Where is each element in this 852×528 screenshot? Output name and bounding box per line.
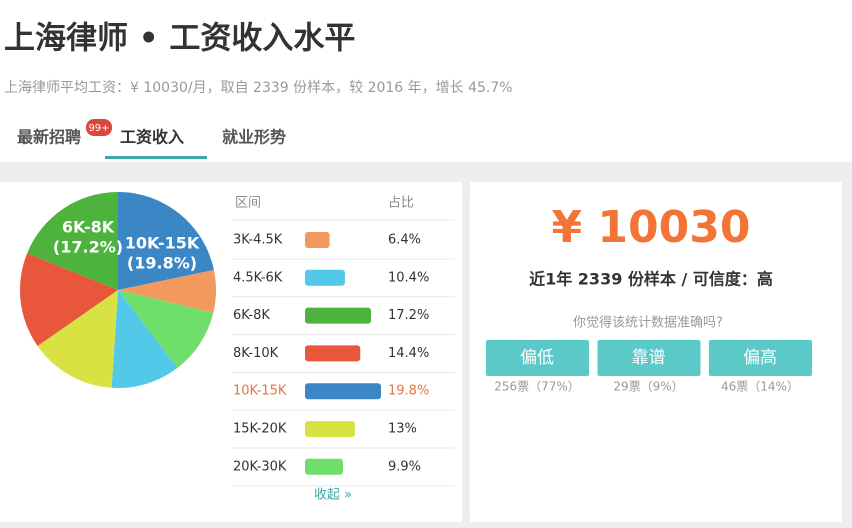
bar xyxy=(305,383,381,400)
bar xyxy=(305,345,361,362)
vote-button-label[interactable]: 偏低 xyxy=(520,348,554,368)
slice-label: (19.8%) xyxy=(127,254,197,273)
bar xyxy=(305,307,372,324)
percent-label: 17.2% xyxy=(388,308,429,323)
pie-slice xyxy=(27,192,119,290)
pie-slice xyxy=(118,290,214,368)
tab[interactable]: 就业形势 xyxy=(222,128,286,147)
range-label: 6K-8K xyxy=(233,308,270,323)
range-label: 3K-4.5K xyxy=(233,233,283,248)
subtitle: 上海律师平均工资：¥ 10030/月，取自 2339 份样本，较 2016 年，… xyxy=(4,80,513,96)
pie-slice xyxy=(37,290,118,388)
vote-count: 256票（77%） xyxy=(494,380,580,394)
percent-label: 10.4% xyxy=(388,270,429,285)
vote-button[interactable] xyxy=(709,340,812,376)
vote-button[interactable] xyxy=(486,340,589,376)
bar xyxy=(305,421,355,437)
pie-slice xyxy=(19,253,119,347)
badge: 99+ xyxy=(88,123,109,134)
percent-label: 13% xyxy=(388,422,417,437)
percent-label: 6.4% xyxy=(388,233,421,248)
percent-label: 19.8% xyxy=(388,384,429,399)
tab[interactable]: 工资收入 xyxy=(120,128,184,147)
slice-label: 6K-8K xyxy=(62,218,115,237)
collapse-link[interactable]: 收起 » xyxy=(314,488,352,503)
tab[interactable]: 最新招聘 xyxy=(17,128,81,147)
column-header: 占比 xyxy=(388,196,414,211)
range-label: 4.5K-6K xyxy=(233,270,283,285)
tab-underline xyxy=(105,156,207,159)
bar xyxy=(305,458,343,475)
bar xyxy=(305,269,345,286)
salary: ¥ 10030 xyxy=(551,202,750,253)
summary: 近1年 2339 份样本 / 可信度：高 xyxy=(529,270,773,289)
pie-slice xyxy=(111,290,178,388)
range-label: 8K-10K xyxy=(233,346,279,361)
bar xyxy=(305,232,330,248)
vote-count: 46票（14%） xyxy=(721,380,799,394)
vote-button-label[interactable]: 靠谱 xyxy=(632,348,666,368)
question: 你觉得该统计数据准确吗? xyxy=(573,315,723,331)
pie-slice xyxy=(118,192,214,290)
range-label: 15K-20K xyxy=(233,422,287,437)
vote-button[interactable] xyxy=(597,340,701,376)
badge-bg xyxy=(86,119,112,136)
pie-slice xyxy=(118,270,216,313)
percent-label: 9.9% xyxy=(388,459,421,474)
vote-button-label[interactable]: 偏高 xyxy=(743,348,777,368)
slice-label: (17.2%) xyxy=(53,238,123,257)
slice-label: 10K-15K xyxy=(125,234,200,253)
percent-label: 14.4% xyxy=(388,346,429,361)
range-label: 10K-15K xyxy=(233,384,287,399)
vote-count: 29票（9%） xyxy=(613,380,683,394)
column-header: 区间 xyxy=(235,196,261,211)
page-title: 上海律师 • 工资收入水平 xyxy=(4,21,355,57)
range-label: 20K-30K xyxy=(233,459,287,474)
